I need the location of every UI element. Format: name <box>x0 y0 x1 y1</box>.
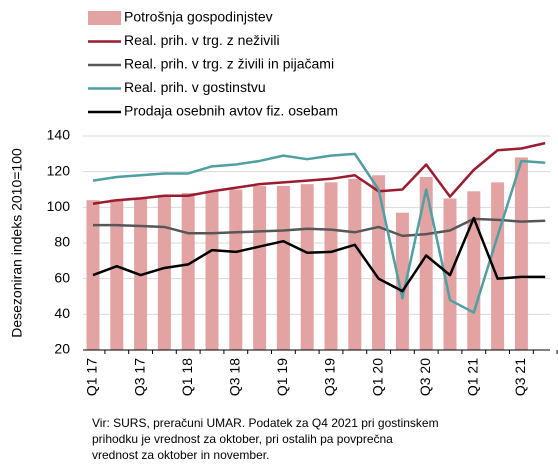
y-tick-label: 60 <box>54 269 70 285</box>
note: Vir: SURS, preračuni UMAR. Podatek za Q4… <box>92 416 439 430</box>
x-tick-label: Q3 18 <box>227 358 243 396</box>
y-axis-label: Desezoniran indeks 2010=100 <box>9 148 25 338</box>
x-tick-label: Q3 21 <box>512 358 528 396</box>
bar <box>514 157 528 350</box>
note: vrednost za oktober in november. <box>92 448 269 462</box>
bar <box>157 194 171 350</box>
bar <box>276 185 290 350</box>
bar <box>348 178 362 350</box>
y-tick-label: 80 <box>54 234 70 250</box>
bar <box>372 175 386 350</box>
x-tick-label: Q1 20 <box>369 358 385 396</box>
legend-swatch <box>88 11 121 25</box>
y-tick-label: 120 <box>47 162 71 178</box>
x-tick-label: Q1 17 <box>84 358 100 396</box>
legend-label: Real. prih. v trg. z živili in pijačami <box>124 56 334 72</box>
y-tick-label: 100 <box>47 198 71 214</box>
bar <box>419 177 433 350</box>
x-tick-label: Q1 21 <box>465 358 481 396</box>
line <box>92 152 546 314</box>
line <box>92 141 546 206</box>
legend-label: Real. prih. v gostinstvu <box>124 79 266 95</box>
bar <box>324 182 338 350</box>
bar <box>395 212 409 350</box>
line <box>92 216 546 293</box>
legend-label: Prodaja osebnih avtov fiz. osebam <box>124 103 338 119</box>
bar <box>229 189 243 350</box>
bar <box>467 191 481 350</box>
bar <box>300 184 314 350</box>
y-tick-label: 40 <box>54 305 70 321</box>
bar <box>205 191 219 350</box>
legend-label: Real. prih. v trg. z neživili <box>124 32 280 48</box>
legend-label: Potrošnja gospodinjstev <box>124 9 273 25</box>
x-tick-label: Q3 20 <box>417 358 433 396</box>
note: prihodku je vrednost za oktober, pri ost… <box>92 432 393 446</box>
x-tick-label: Q1 18 <box>179 358 195 396</box>
y-tick-label: 140 <box>47 127 71 143</box>
y-tick-label: 20 <box>54 341 70 357</box>
x-tick-label: Q1 19 <box>274 358 290 396</box>
bar <box>181 193 195 350</box>
bar <box>253 185 267 350</box>
x-tick-label: Q3 19 <box>322 358 338 396</box>
line <box>93 217 546 238</box>
bar <box>110 199 124 350</box>
x-tick-label: Q3 17 <box>131 358 147 396</box>
